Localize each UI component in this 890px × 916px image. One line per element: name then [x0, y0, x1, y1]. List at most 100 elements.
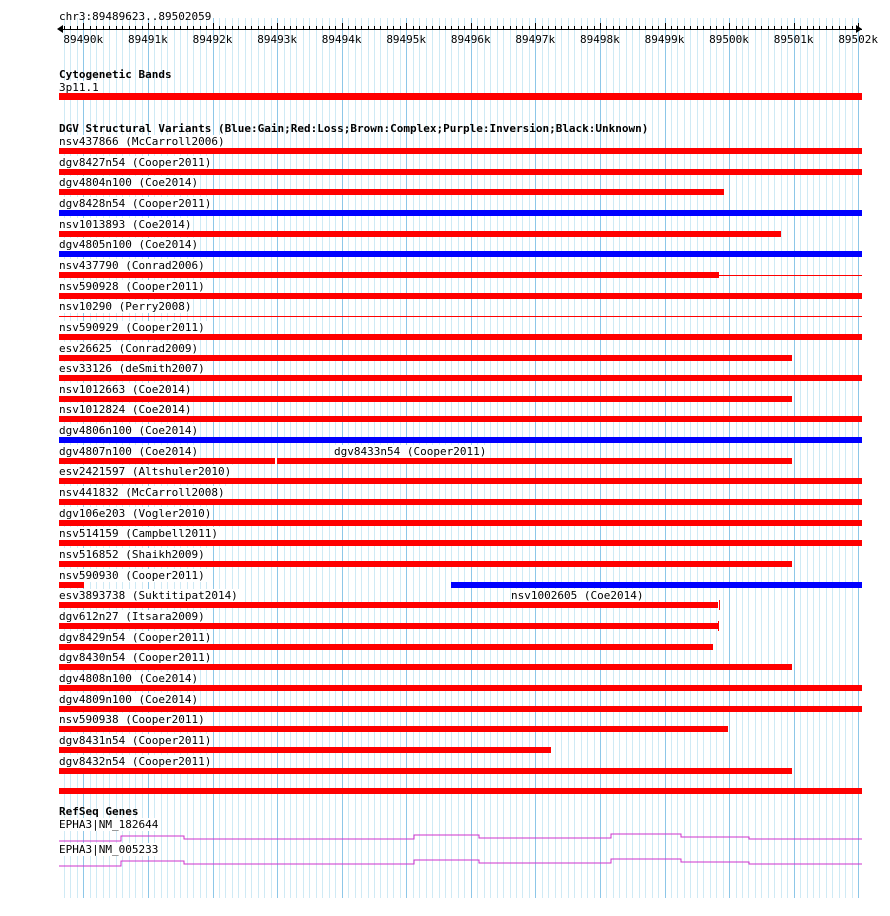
dgv-track-label[interactable]: dgv4808n100 (Coe2014): [59, 671, 201, 685]
ruler-tick-minor: [257, 26, 259, 30]
ruler-tick-minor: [283, 26, 285, 30]
dgv-feature-bar[interactable]: [59, 416, 862, 423]
dgv-feature-bar[interactable]: [59, 767, 792, 774]
dgv-feature-bar[interactable]: [59, 726, 728, 733]
dgv-feature-bar[interactable]: [59, 168, 862, 175]
dgv-feature-bar[interactable]: [59, 148, 862, 154]
dgv-feature-bar[interactable]: [59, 292, 862, 299]
dgv-feature-bar[interactable]: [59, 437, 862, 444]
dgv-feature-bar[interactable]: [59, 395, 792, 402]
dgv-track-label[interactable]: nsv590929 (Cooper2011): [59, 320, 207, 334]
refseq-gene-label[interactable]: EPHA3|NM_182644: [59, 818, 161, 831]
dgv-feature-thin-line[interactable]: [59, 316, 862, 318]
dgv-feature-bar[interactable]: [59, 478, 862, 485]
dgv-track-label[interactable]: nsv1012663 (Coe2014): [59, 382, 194, 396]
dgv-track-label[interactable]: dgv4807n100 (Coe2014): [59, 444, 201, 458]
cytoband-bar[interactable]: [59, 93, 862, 100]
dgv-feature-bar[interactable]: [59, 333, 862, 340]
dgv-inline-track-label[interactable]: dgv8433n54 (Cooper2011): [334, 444, 489, 458]
dgv-feature-endcap: [719, 600, 720, 611]
dgv-section-title: DGV Structural Variants (Blue:Gain;Red:L…: [59, 122, 649, 135]
dgv-track-label[interactable]: dgv8428n54 (Cooper2011): [59, 196, 214, 210]
dgv-track-label[interactable]: nsv590938 (Cooper2011): [59, 713, 207, 727]
dgv-track-label[interactable]: dgv8431n54 (Cooper2011): [59, 733, 214, 747]
dgv-track-label[interactable]: esv26625 (Conrad2009): [59, 341, 201, 355]
dgv-track-label[interactable]: nsv437866 (McCarroll2006): [59, 135, 227, 148]
dgv-feature-bar[interactable]: [59, 540, 862, 547]
dgv-feature-bar[interactable]: [59, 643, 713, 650]
ruler-tick-minor: [244, 26, 246, 30]
dgv-feature-bar[interactable]: [59, 519, 862, 526]
ruler-tick-minor: [154, 26, 156, 30]
dgv-track-label[interactable]: nsv10290 (Perry2008): [59, 300, 194, 314]
dgv-track-row: dgv8429n54 (Cooper2011): [0, 630, 890, 652]
dgv-track-label[interactable]: nsv514159 (Campbell2011): [59, 527, 220, 541]
ruler-tick-minor: [593, 26, 595, 30]
dgv-track-label[interactable]: dgv8430n54 (Cooper2011): [59, 651, 214, 665]
dgv-track-label[interactable]: nsv1012824 (Coe2014): [59, 403, 194, 417]
dgv-track-label[interactable]: dgv612n27 (Itsara2009): [59, 610, 207, 623]
dgv-track-label[interactable]: nsv1013893 (Coe2014): [59, 217, 194, 231]
dgv-track-label[interactable]: nsv516852 (Shaikh2009): [59, 548, 207, 561]
dgv-track-label[interactable]: dgv8429n54 (Cooper2011): [59, 630, 214, 644]
dgv-track-label[interactable]: dgv4804n100 (Coe2014): [59, 176, 201, 190]
dgv-feature-bar[interactable]: [59, 271, 719, 278]
ruler-tick-minor: [703, 26, 705, 30]
dgv-track-label[interactable]: nsv590928 (Cooper2011): [59, 279, 207, 293]
dgv-track-label[interactable]: nsv441832 (McCarroll2008): [59, 486, 227, 499]
ruler-tick-label: 89491k: [128, 33, 168, 46]
ruler-tick-label: 89501k: [773, 33, 814, 46]
dgv-feature-thin-line[interactable]: [719, 274, 862, 276]
dgv-feature-bar[interactable]: [59, 561, 792, 567]
dgv-track-label[interactable]: dgv8427n54 (Cooper2011): [59, 155, 214, 169]
dgv-feature-bar[interactable]: [59, 354, 792, 361]
ruler-tick-minor: [419, 26, 421, 30]
ruler-tick-minor: [554, 26, 556, 30]
dgv-feature-bar[interactable]: [59, 457, 275, 464]
ruler-tick-minor: [722, 26, 724, 30]
dgv-feature-bar[interactable]: [59, 705, 862, 712]
dgv-feature-bar[interactable]: [59, 684, 862, 691]
ruler-tick-minor: [393, 26, 395, 30]
dgv-track-label[interactable]: esv33126 (deSmith2007): [59, 362, 207, 376]
dgv-feature-bar[interactable]: [59, 209, 862, 216]
dgv-feature-endcap: [718, 621, 719, 631]
dgv-feature-bar[interactable]: [59, 623, 718, 629]
dgv-track-row: nsv590930 (Cooper2011): [0, 568, 890, 590]
dgv-track-label[interactable]: nsv437790 (Conrad2006): [59, 258, 207, 272]
ruler-tick-minor: [838, 26, 840, 30]
ruler-tick-minor: [696, 26, 698, 30]
ruler-tick-major: [729, 23, 730, 30]
dgv-track-label[interactable]: dgv4809n100 (Coe2014): [59, 692, 201, 706]
dgv-feature-bar[interactable]: [59, 375, 862, 382]
dgv-feature-bar[interactable]: [59, 581, 84, 588]
dgv-track-label[interactable]: esv3893738 (Suktitipat2014): [59, 589, 240, 603]
dgv-inline-track-label[interactable]: nsv1002605 (Coe2014): [511, 589, 646, 603]
dgv-track-label[interactable]: dgv4806n100 (Coe2014): [59, 424, 201, 438]
dgv-feature-bar[interactable]: [59, 788, 862, 795]
dgv-track-label[interactable]: nsv590930 (Cooper2011): [59, 568, 207, 582]
dgv-feature-bar[interactable]: [59, 189, 724, 196]
ruler-tick-major: [858, 23, 860, 30]
dgv-feature-bar[interactable]: [59, 499, 862, 505]
dgv-feature-bar[interactable]: [59, 230, 781, 237]
ruler-tick-minor: [516, 26, 517, 30]
dgv-feature-bar[interactable]: [59, 746, 551, 753]
refseq-gene-model[interactable]: [59, 855, 862, 869]
ruler-tick-minor: [625, 26, 627, 30]
refseq-gene-label[interactable]: EPHA3|NM_005233: [59, 843, 161, 856]
dgv-track-row: nsv516852 (Shaikh2009): [0, 548, 890, 569]
dgv-feature-bar[interactable]: [277, 457, 792, 464]
dgv-feature-bar[interactable]: [59, 251, 862, 258]
dgv-track-label[interactable]: dgv4805n100 (Coe2014): [59, 238, 201, 252]
dgv-feature-bar[interactable]: [59, 602, 718, 609]
dgv-track-label[interactable]: esv2421597 (Altshuler2010): [59, 465, 234, 479]
dgv-track-row: esv26625 (Conrad2009): [0, 341, 890, 363]
dgv-track-label[interactable]: dgv106e203 (Vogler2010): [59, 506, 214, 520]
dgv-feature-bar[interactable]: [451, 581, 862, 588]
dgv-track-label[interactable]: dgv8432n54 (Cooper2011): [59, 754, 214, 768]
arrow-left-icon[interactable]: [57, 25, 63, 33]
refseq-gene-model[interactable]: [59, 830, 862, 844]
ruler-tick-major: [212, 23, 214, 30]
dgv-feature-bar[interactable]: [59, 664, 792, 671]
